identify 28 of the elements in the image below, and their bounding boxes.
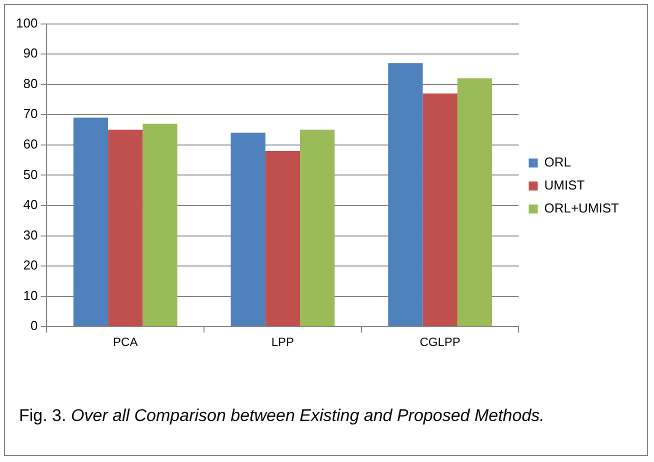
y-tick-label: 40 xyxy=(23,197,38,212)
y-tick-label: 100 xyxy=(16,15,38,30)
bar xyxy=(422,93,458,326)
bar xyxy=(457,78,492,326)
y-tick-label: 20 xyxy=(23,258,38,273)
y-tick-label: 10 xyxy=(23,288,38,303)
bar xyxy=(388,63,423,326)
y-tick-label: 0 xyxy=(30,318,38,334)
bar xyxy=(265,150,300,326)
bar xyxy=(108,130,143,326)
bar xyxy=(230,132,266,326)
bar xyxy=(142,124,178,326)
y-tick-label: 50 xyxy=(23,166,38,182)
x-tick-label: CGLPP xyxy=(420,335,460,350)
y-tick-label: 70 xyxy=(23,106,38,122)
legend-label: ORL xyxy=(544,154,571,170)
text: Over all Comparison between Existing and Proposed Methods. xyxy=(70,406,544,425)
caption: Fig. 3. xyxy=(19,406,68,425)
y-tick-label: 30 xyxy=(23,227,38,242)
x-tick-label: PCA xyxy=(113,335,138,350)
x-tick-label: LPP xyxy=(271,335,294,350)
y-tick-label: 80 xyxy=(23,76,38,91)
y-tick-label: 60 xyxy=(23,136,38,152)
legend-label: ORL+UMIST xyxy=(544,200,620,216)
y-tick-label: 90 xyxy=(23,46,38,61)
bar xyxy=(73,118,108,326)
legend-label: UMIST xyxy=(544,178,585,193)
bar xyxy=(300,130,335,326)
